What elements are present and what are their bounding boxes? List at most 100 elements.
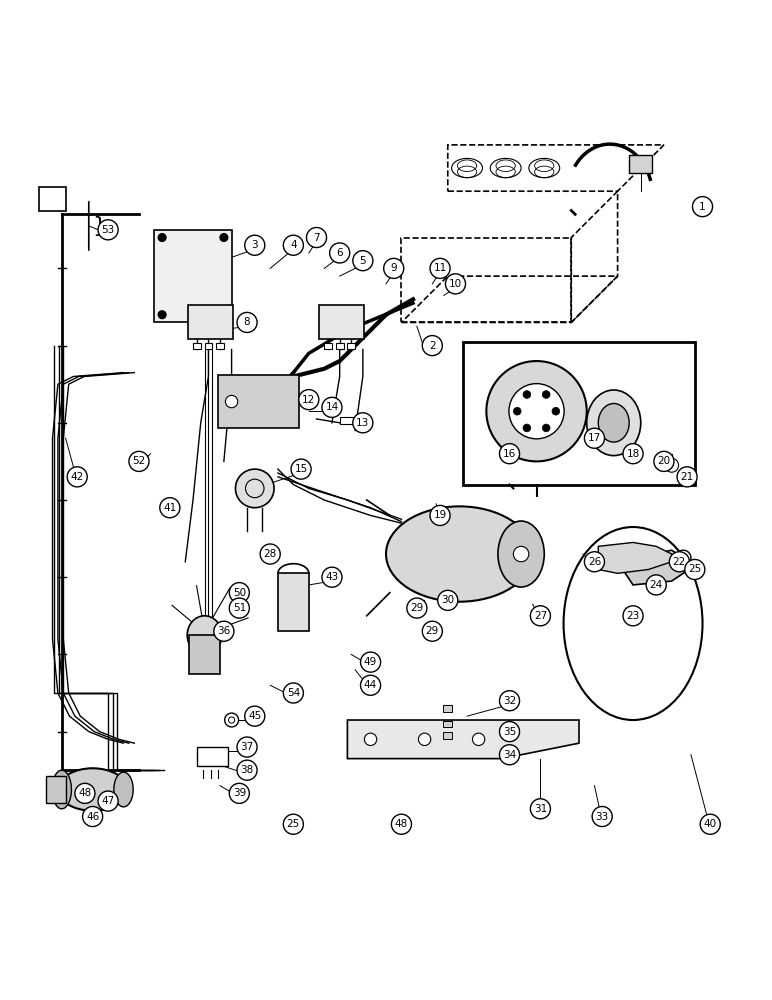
- Polygon shape: [347, 720, 579, 759]
- Text: 24: 24: [649, 580, 663, 590]
- Ellipse shape: [58, 768, 127, 811]
- Ellipse shape: [386, 506, 533, 602]
- Text: 48: 48: [78, 788, 92, 798]
- Circle shape: [523, 391, 530, 398]
- Circle shape: [700, 814, 720, 834]
- Circle shape: [430, 258, 450, 278]
- Circle shape: [530, 799, 550, 819]
- Text: 25: 25: [688, 564, 702, 574]
- Text: 10: 10: [449, 279, 462, 289]
- Text: 51: 51: [232, 603, 246, 613]
- Circle shape: [229, 598, 249, 618]
- Circle shape: [361, 652, 381, 672]
- Circle shape: [235, 469, 274, 508]
- Circle shape: [353, 413, 373, 433]
- Circle shape: [67, 467, 87, 487]
- Circle shape: [509, 384, 564, 439]
- Circle shape: [299, 390, 319, 410]
- Circle shape: [584, 552, 604, 572]
- Circle shape: [669, 552, 689, 572]
- Circle shape: [584, 428, 604, 448]
- Circle shape: [523, 424, 530, 432]
- Circle shape: [692, 197, 713, 217]
- Text: 22: 22: [672, 557, 686, 567]
- Text: 17: 17: [587, 433, 601, 443]
- Bar: [205, 343, 212, 349]
- Text: 40: 40: [703, 819, 717, 829]
- Text: 42: 42: [70, 472, 84, 482]
- Text: 37: 37: [240, 742, 254, 752]
- Text: 43: 43: [325, 572, 339, 582]
- Circle shape: [283, 235, 303, 255]
- Bar: [463, 342, 695, 485]
- Text: 53: 53: [101, 225, 115, 235]
- Circle shape: [361, 675, 381, 695]
- Circle shape: [237, 737, 257, 757]
- Text: 28: 28: [263, 549, 277, 559]
- Circle shape: [237, 312, 257, 332]
- Text: 14: 14: [325, 402, 339, 412]
- Circle shape: [237, 760, 257, 780]
- Circle shape: [552, 407, 560, 415]
- Circle shape: [430, 505, 450, 525]
- Circle shape: [499, 691, 520, 711]
- Ellipse shape: [52, 770, 71, 809]
- Text: 30: 30: [441, 595, 455, 605]
- Text: 34: 34: [503, 750, 516, 760]
- Circle shape: [330, 243, 350, 263]
- Circle shape: [499, 722, 520, 742]
- Bar: [278, 573, 309, 631]
- Circle shape: [229, 583, 249, 603]
- Circle shape: [384, 258, 404, 278]
- Text: 49: 49: [364, 657, 378, 667]
- Circle shape: [260, 544, 280, 564]
- Circle shape: [306, 227, 327, 248]
- Circle shape: [220, 311, 228, 319]
- Circle shape: [391, 814, 411, 834]
- Circle shape: [623, 606, 643, 626]
- Circle shape: [353, 251, 373, 271]
- Text: 25: 25: [286, 819, 300, 829]
- Text: 13: 13: [356, 418, 370, 428]
- Ellipse shape: [187, 616, 222, 654]
- Polygon shape: [154, 230, 232, 322]
- Circle shape: [364, 733, 377, 745]
- Circle shape: [220, 234, 228, 241]
- Text: 31: 31: [533, 804, 547, 814]
- Circle shape: [83, 806, 103, 827]
- Circle shape: [422, 621, 442, 641]
- Text: 3: 3: [252, 240, 258, 250]
- Text: 29: 29: [425, 626, 439, 636]
- Text: 18: 18: [626, 449, 640, 459]
- Text: 32: 32: [503, 696, 516, 706]
- Text: 36: 36: [217, 626, 231, 636]
- Text: 41: 41: [163, 503, 177, 513]
- Bar: [443, 732, 452, 739]
- Circle shape: [160, 498, 180, 518]
- Circle shape: [418, 733, 431, 745]
- Circle shape: [472, 733, 485, 745]
- Text: 27: 27: [533, 611, 547, 621]
- Circle shape: [75, 783, 95, 803]
- Circle shape: [654, 451, 674, 471]
- FancyBboxPatch shape: [188, 305, 233, 339]
- Circle shape: [513, 407, 521, 415]
- Circle shape: [322, 397, 342, 417]
- Circle shape: [407, 598, 427, 618]
- Circle shape: [676, 550, 691, 566]
- Circle shape: [98, 791, 118, 811]
- Text: 39: 39: [232, 788, 246, 798]
- Text: 20: 20: [657, 456, 671, 466]
- Ellipse shape: [598, 404, 629, 442]
- Bar: [39, 187, 66, 211]
- Text: 38: 38: [240, 765, 254, 775]
- Ellipse shape: [113, 772, 133, 807]
- Text: 33: 33: [595, 812, 609, 822]
- Circle shape: [229, 783, 249, 803]
- Circle shape: [445, 274, 466, 294]
- Bar: [443, 705, 452, 712]
- Text: 21: 21: [680, 472, 694, 482]
- Text: 1: 1: [699, 202, 706, 212]
- Text: 9: 9: [391, 263, 397, 273]
- Text: 45: 45: [248, 711, 262, 721]
